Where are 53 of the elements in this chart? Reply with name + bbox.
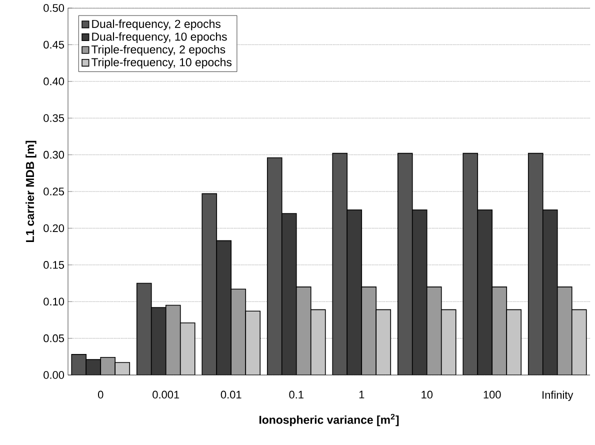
bar bbox=[332, 152, 348, 375]
legend-label: Triple-frequency, 2 epochs bbox=[91, 45, 226, 56]
bar bbox=[426, 286, 442, 375]
x-tick-label: 0 bbox=[98, 390, 104, 399]
legend-label: Dual-frequency, 2 epochs bbox=[92, 20, 220, 30]
bar bbox=[376, 309, 392, 375]
bar bbox=[266, 157, 282, 375]
y-tick-label: 0.40 bbox=[44, 78, 64, 86]
legend-label: Triple-frequency, 10 epochs bbox=[91, 58, 232, 69]
x-tick-label: 10 bbox=[422, 390, 433, 399]
bar bbox=[230, 288, 246, 375]
bar bbox=[310, 309, 326, 375]
y-tick-label: 0.15 bbox=[44, 261, 64, 269]
y-tick-label: 0.45 bbox=[44, 40, 64, 49]
bar bbox=[477, 209, 493, 375]
bar bbox=[440, 309, 456, 375]
y-tick-label: 0.10 bbox=[44, 298, 64, 306]
legend-label: Dual-frequency, 10 epochs bbox=[92, 32, 227, 43]
y-tick-label: 0.30 bbox=[44, 150, 64, 159]
bar bbox=[281, 213, 297, 375]
y-axis-title: L1 carrier MDB [m] bbox=[26, 140, 36, 242]
x-axis-title: Ionospheric variance [m$^{2}$] bbox=[259, 414, 399, 426]
bar bbox=[165, 304, 181, 375]
bar bbox=[412, 209, 428, 375]
y-tick-label: 0.05 bbox=[44, 334, 64, 342]
bar bbox=[361, 286, 377, 375]
bar bbox=[150, 307, 166, 375]
bar bbox=[462, 152, 478, 375]
y-tick-label: 0.25 bbox=[44, 188, 64, 196]
y-tick-label: 0.35 bbox=[44, 114, 64, 122]
bar bbox=[180, 322, 196, 375]
bar bbox=[346, 209, 362, 375]
bar bbox=[136, 282, 152, 375]
bar bbox=[492, 286, 508, 375]
bar bbox=[556, 286, 572, 375]
x-tick-label: 0.01 bbox=[220, 390, 242, 399]
bar bbox=[528, 152, 544, 375]
x-tick-label: 100 bbox=[484, 390, 501, 399]
x-tick-label: Infinity bbox=[542, 390, 574, 401]
bar bbox=[296, 286, 312, 375]
bar bbox=[397, 152, 413, 375]
x-tick-label: 0.001 bbox=[152, 390, 180, 399]
bar bbox=[245, 310, 261, 375]
x-tick-label: 0.1 bbox=[289, 390, 304, 399]
bar bbox=[506, 309, 522, 375]
x-tick-label: 1 bbox=[359, 390, 364, 398]
y-tick-label: 0.50 bbox=[44, 4, 64, 12]
y-tick-label: 0.00 bbox=[44, 371, 64, 379]
bar bbox=[216, 240, 232, 375]
bar bbox=[202, 193, 218, 375]
bar bbox=[571, 309, 587, 375]
y-tick-label: 0.20 bbox=[44, 224, 64, 232]
bar bbox=[542, 209, 558, 375]
